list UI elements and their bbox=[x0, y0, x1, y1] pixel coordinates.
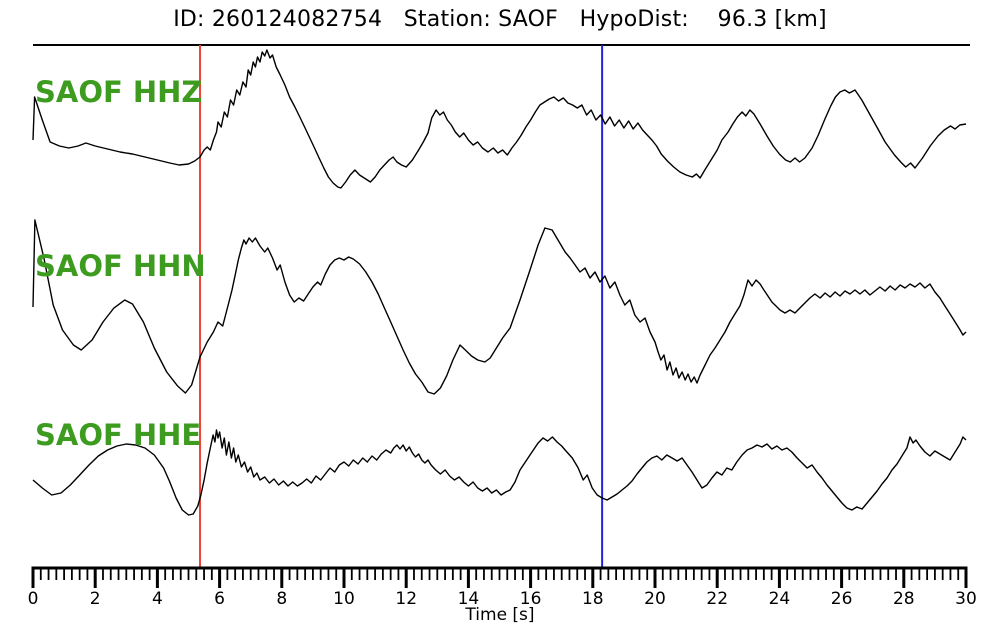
x-axis-label: Time [s] bbox=[465, 605, 535, 625]
x-tick-label: 12 bbox=[395, 589, 417, 609]
trace-label-hhe: SAOF HHE bbox=[35, 418, 202, 452]
x-tick-label: 6 bbox=[214, 589, 225, 609]
trace-label-hhn: SAOF HHN bbox=[35, 249, 206, 283]
x-tick-label: 24 bbox=[769, 589, 791, 609]
x-tick-label: 28 bbox=[893, 589, 915, 609]
x-tick-label: 22 bbox=[706, 589, 728, 609]
x-tick-label: 10 bbox=[333, 589, 355, 609]
trace-label-hhz: SAOF HHZ bbox=[35, 75, 203, 109]
x-tick-label: 30 bbox=[955, 589, 977, 609]
waveform-trace-hhz bbox=[32, 49, 967, 189]
x-tick-label: 16 bbox=[520, 589, 542, 609]
waveform-trace-hhn bbox=[32, 219, 967, 395]
x-tick-label: 20 bbox=[644, 589, 666, 609]
x-tick-label: 26 bbox=[831, 589, 853, 609]
x-tick-label: 4 bbox=[152, 589, 163, 609]
x-tick-label: 0 bbox=[28, 589, 39, 609]
x-tick-label: 14 bbox=[458, 589, 480, 609]
figure-title: ID: 260124082754 Station: SAOF HypoDist:… bbox=[173, 7, 827, 32]
x-tick-label: 18 bbox=[582, 589, 604, 609]
x-tick-label: 8 bbox=[276, 589, 287, 609]
waveform-trace-hhe bbox=[32, 429, 967, 516]
x-tick-label: 2 bbox=[90, 589, 101, 609]
